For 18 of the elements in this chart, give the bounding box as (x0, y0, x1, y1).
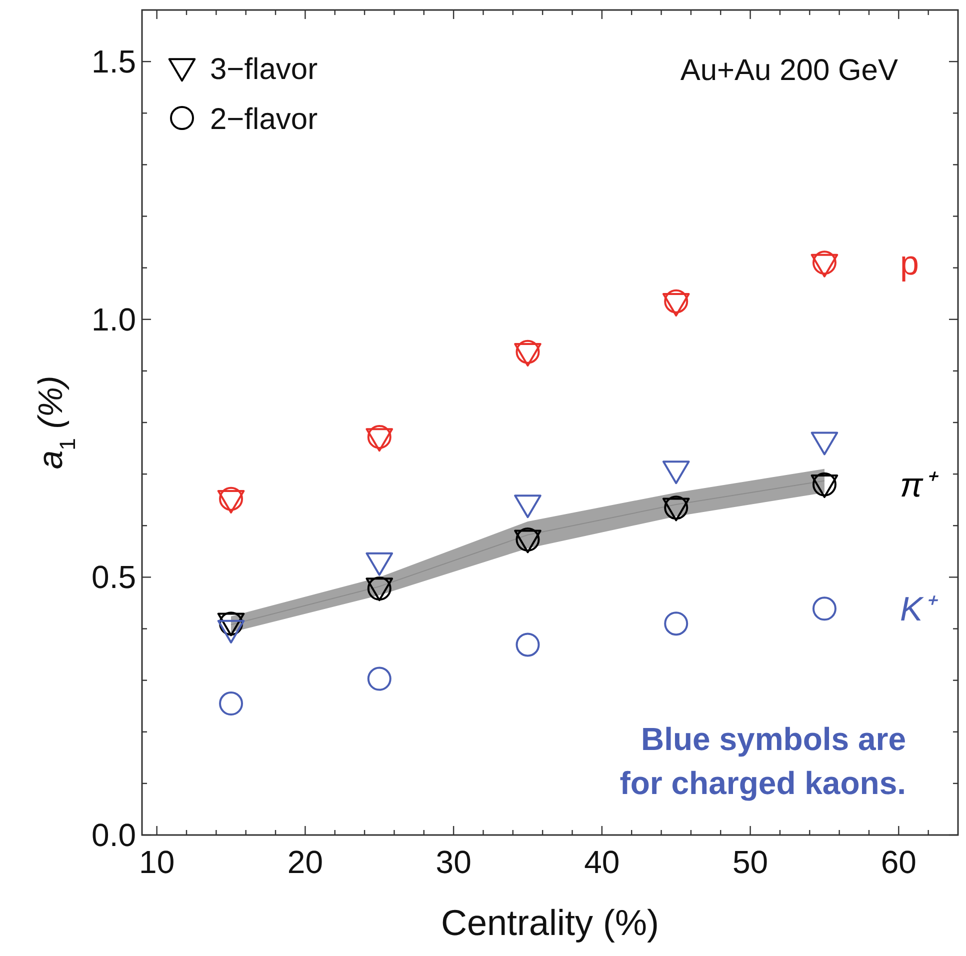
annotation: K⁺ (900, 590, 939, 629)
x-axis-title: Centrality (%) (440, 902, 660, 943)
y-tick-label: 0.5 (92, 559, 136, 596)
x-tick-label: 20 (287, 844, 323, 880)
annotation: Blue symbols are for charged kaons. (620, 721, 906, 801)
x-tick-label: 30 (436, 844, 472, 880)
x-tick-label: 40 (584, 844, 620, 880)
x-tick-label: 10 (139, 844, 175, 880)
y-tick-label: 1.0 (92, 301, 136, 338)
x-tick-label: 50 (732, 844, 768, 880)
legend-label: 2−flavor (210, 103, 318, 136)
annotation: Au+Au 200 GeV (680, 54, 898, 87)
legend-label: 3−flavor (210, 53, 318, 86)
annotation: π⁺ (900, 466, 939, 504)
y-tick-label: 0.0 (92, 817, 136, 853)
y-tick-label: 1.5 (92, 44, 136, 80)
x-tick-label: 60 (880, 844, 916, 880)
annotation: p (900, 244, 919, 283)
